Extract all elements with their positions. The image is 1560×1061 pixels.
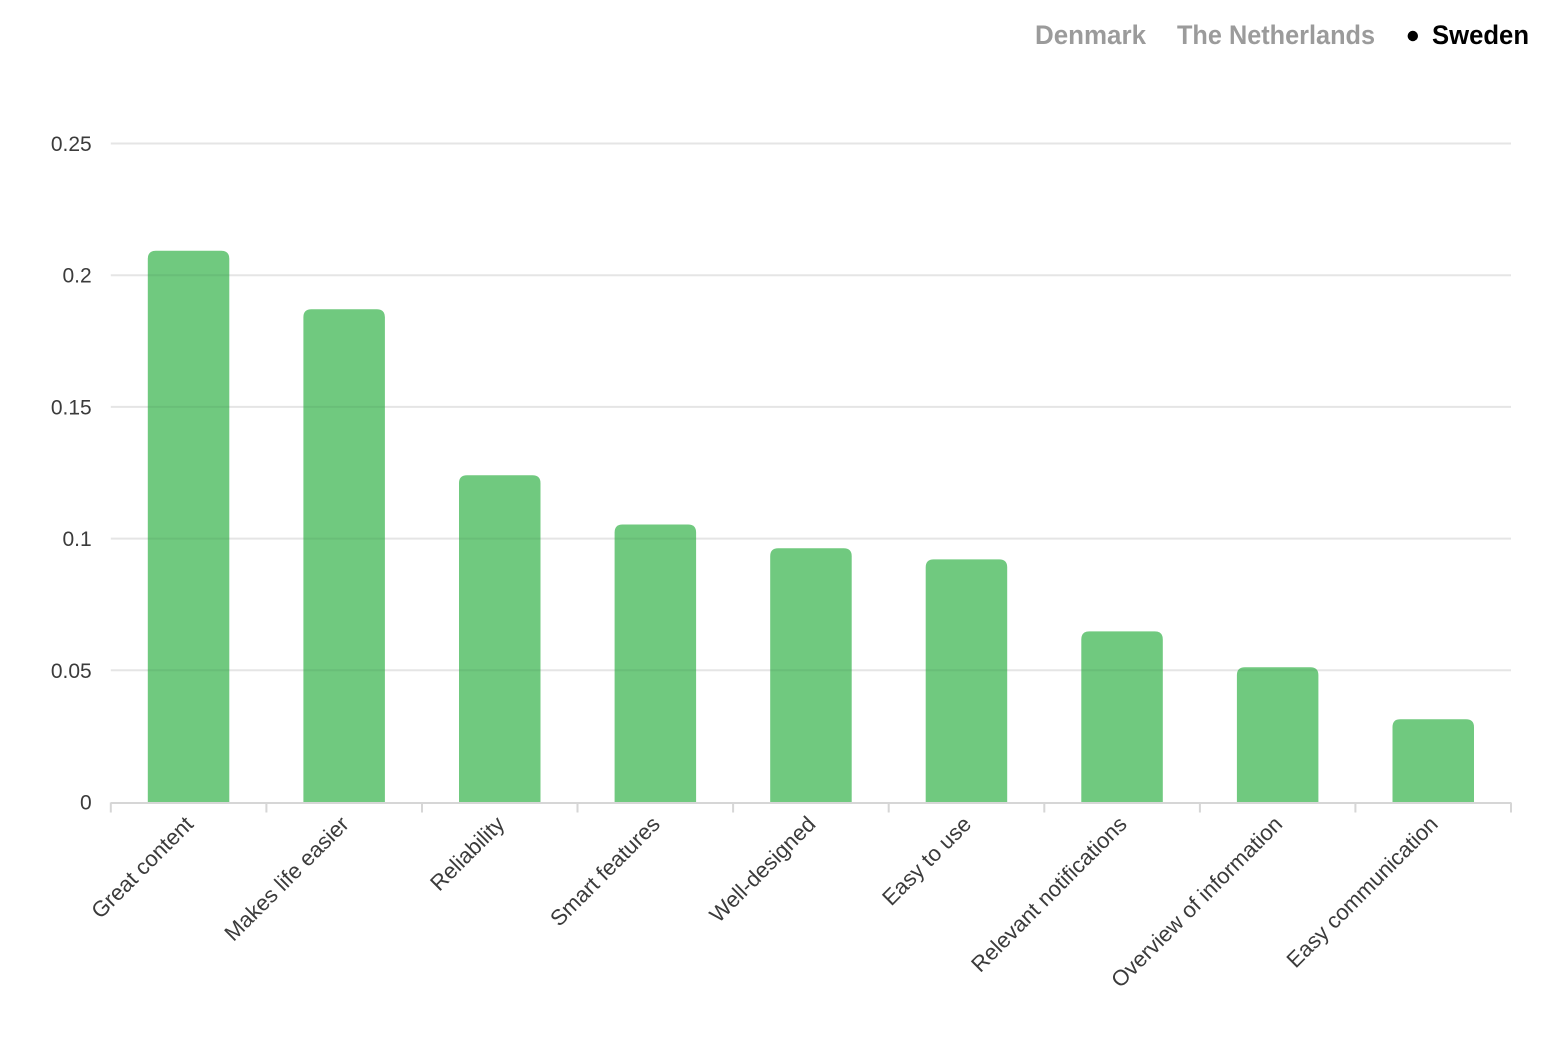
svg-text:Sweden: Sweden (1432, 20, 1529, 50)
svg-text:Denmark: Denmark (1035, 20, 1147, 50)
svg-text:0.1: 0.1 (62, 528, 91, 551)
svg-text:0.05: 0.05 (51, 660, 92, 683)
svg-text:The Netherlands: The Netherlands (1177, 20, 1375, 50)
svg-text:0.2: 0.2 (62, 265, 91, 288)
svg-text:0: 0 (80, 792, 92, 815)
svg-text:0.25: 0.25 (51, 133, 92, 156)
svg-text:0.15: 0.15 (51, 396, 92, 419)
